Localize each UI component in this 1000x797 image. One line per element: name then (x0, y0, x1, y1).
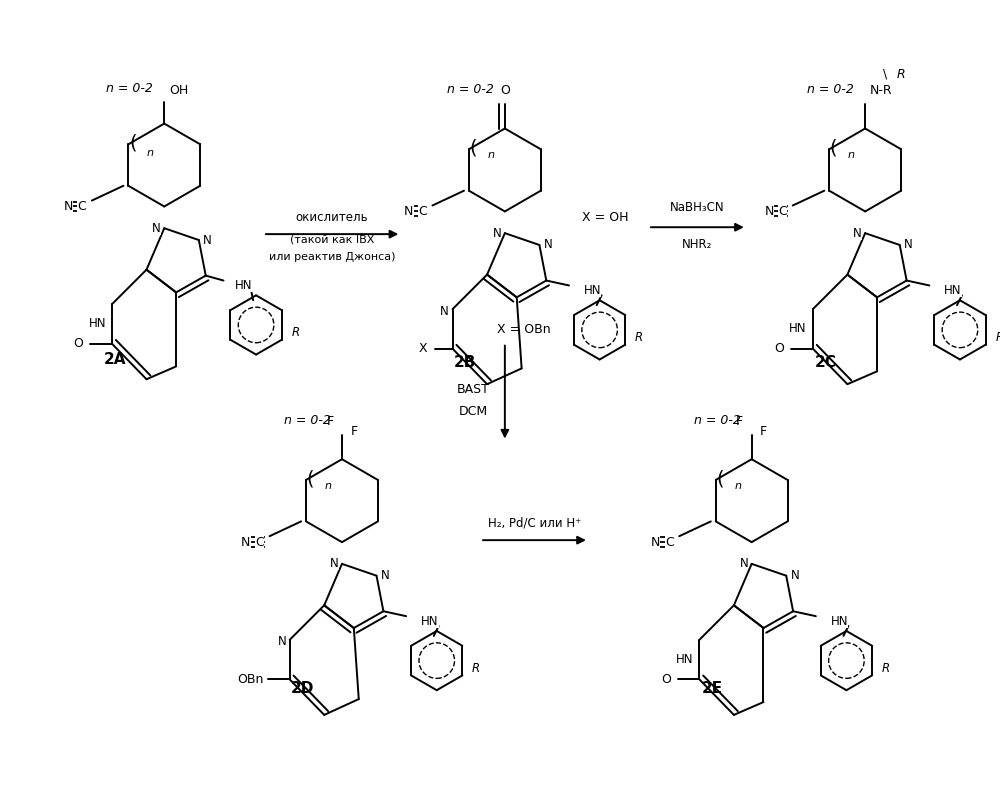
Text: (: ( (470, 139, 477, 158)
Text: R: R (635, 332, 643, 344)
Text: 2C: 2C (815, 355, 837, 370)
Text: N: N (63, 200, 73, 213)
Text: F: F (350, 425, 357, 438)
Text: N: N (651, 536, 660, 548)
Text: n: n (325, 481, 332, 491)
Text: n: n (147, 148, 154, 158)
Text: N: N (739, 557, 748, 571)
Text: N-R: N-R (870, 84, 893, 97)
Text: n: n (488, 150, 495, 160)
Text: (: ( (307, 469, 314, 489)
Text: O: O (774, 342, 784, 355)
Text: N: N (152, 222, 161, 234)
Text: F: F (736, 415, 743, 428)
Text: (: ( (830, 139, 837, 158)
Text: N: N (853, 226, 862, 240)
Text: BAST: BAST (457, 383, 490, 395)
Text: N: N (241, 536, 251, 548)
Text: N: N (544, 238, 553, 252)
Text: HN: HN (235, 279, 253, 292)
Text: O: O (73, 337, 83, 350)
Text: n = 0-2: n = 0-2 (447, 83, 494, 96)
Text: C: C (255, 536, 264, 548)
Text: N: N (404, 205, 413, 218)
Text: (: ( (129, 134, 136, 153)
Text: N: N (330, 557, 338, 571)
Text: X = OH: X = OH (582, 211, 628, 224)
Text: HN: HN (831, 614, 848, 627)
Text: 2E: 2E (702, 681, 723, 696)
Text: HN: HN (88, 317, 106, 331)
Text: HN: HN (944, 284, 962, 297)
Text: n = 0-2: n = 0-2 (106, 81, 153, 95)
Text: N: N (493, 226, 501, 240)
Text: R: R (897, 68, 905, 80)
Text: n = 0-2: n = 0-2 (694, 414, 741, 426)
Text: OBn: OBn (237, 673, 263, 686)
Text: X: X (419, 342, 427, 355)
Text: R: R (995, 332, 1000, 344)
Text: 2A: 2A (104, 352, 126, 367)
Text: F: F (327, 415, 334, 428)
Text: n = 0-2: n = 0-2 (807, 83, 854, 96)
Text: HN: HN (584, 284, 601, 297)
Text: O: O (661, 673, 671, 686)
Text: R: R (882, 662, 890, 675)
Text: \: \ (883, 68, 887, 80)
Text: C: C (778, 205, 787, 218)
Text: или реактив Джонса): или реактив Джонса) (269, 252, 395, 262)
Text: HN: HN (421, 614, 438, 627)
Text: NHR₂: NHR₂ (682, 238, 713, 250)
Text: n: n (734, 481, 741, 491)
Text: OH: OH (169, 84, 188, 97)
Text: H₂, Pd/C или H⁺: H₂, Pd/C или H⁺ (488, 517, 581, 530)
Text: O: O (500, 84, 510, 97)
Text: HN: HN (789, 323, 807, 336)
Text: C: C (78, 200, 86, 213)
Text: X = OBn: X = OBn (497, 324, 551, 336)
Text: N: N (381, 569, 390, 582)
Text: N: N (904, 238, 913, 252)
Text: N: N (440, 304, 449, 318)
Text: N: N (203, 234, 212, 246)
Text: C: C (418, 205, 427, 218)
Text: R: R (292, 326, 300, 340)
Text: N: N (277, 635, 286, 648)
Text: HN: HN (676, 653, 693, 666)
Text: n = 0-2: n = 0-2 (284, 414, 331, 426)
Text: DCM: DCM (459, 406, 488, 418)
Text: NaBH₃CN: NaBH₃CN (670, 201, 725, 214)
Text: (такой как IBX: (такой как IBX (290, 234, 374, 244)
Text: R: R (472, 662, 480, 675)
Text: C: C (665, 536, 674, 548)
Text: 2D: 2D (291, 681, 314, 696)
Text: N: N (791, 569, 799, 582)
Text: F: F (760, 425, 767, 438)
Text: N: N (764, 205, 774, 218)
Text: n: n (848, 150, 855, 160)
Text: окислитель: окислитель (296, 211, 368, 224)
Text: (: ( (716, 469, 724, 489)
Text: 2B: 2B (454, 355, 477, 370)
